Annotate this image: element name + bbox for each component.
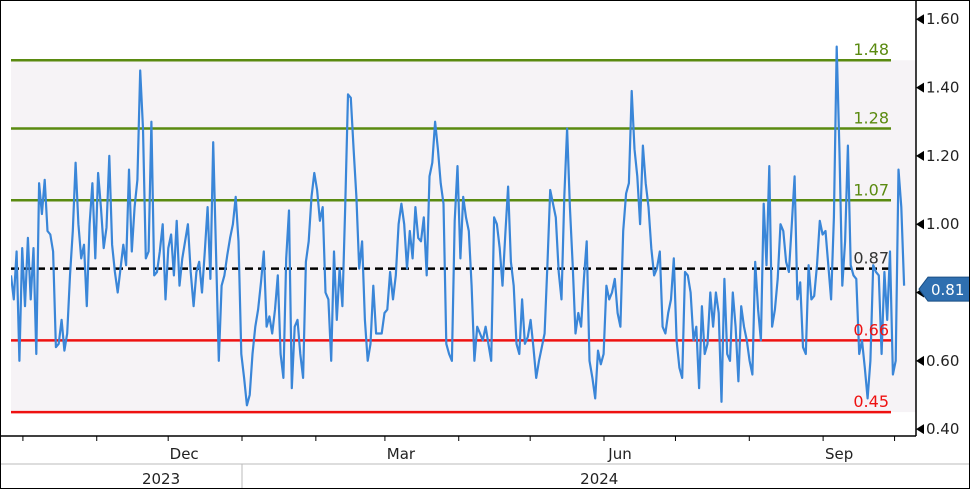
x-month-label: Dec <box>170 445 199 463</box>
y-tick-label: 0.60 <box>926 352 959 370</box>
y-tick-label: 1.20 <box>926 147 959 165</box>
y-tick <box>916 14 924 25</box>
y-tick <box>916 424 924 435</box>
y-tick-label: 1.60 <box>926 10 959 28</box>
reference-label: 0.45 <box>853 392 889 411</box>
y-tick <box>916 82 924 93</box>
y-tick <box>916 355 924 366</box>
reference-label: 1.48 <box>853 40 889 59</box>
y-tick-label: 1.00 <box>926 215 959 233</box>
series-line <box>11 45 906 407</box>
y-tick <box>916 150 924 161</box>
x-month-label: Jun <box>607 445 631 463</box>
x-year-label: 2024 <box>580 470 618 488</box>
y-tick-label: 0.40 <box>926 420 959 438</box>
reference-line-labels: 1.48 1.28 1.07 0.87 0.66 0.45 <box>853 40 889 411</box>
y-tick <box>916 219 924 230</box>
current-value-label: 0.81 <box>931 281 964 299</box>
series-layer <box>11 45 906 407</box>
y-tick-label: 1.40 <box>926 79 959 97</box>
x-month-label: Sep <box>825 445 853 463</box>
current-value-badge <box>918 276 969 302</box>
reference-label: 0.66 <box>853 320 889 339</box>
x-year-label: 2023 <box>142 470 180 488</box>
reference-label: 1.28 <box>853 109 889 128</box>
reference-label: 1.07 <box>853 180 889 199</box>
x-month-label: Mar <box>387 445 416 463</box>
reference-label: 0.87 <box>853 249 889 268</box>
